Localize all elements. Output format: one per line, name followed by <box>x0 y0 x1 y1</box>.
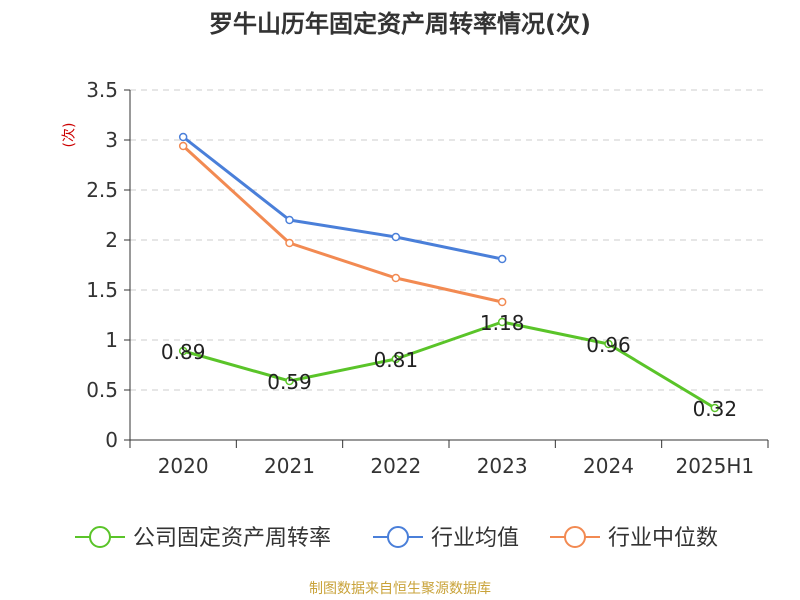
chart-title: 罗牛山历年固定资产周转率情况(次) <box>209 10 591 38</box>
x-tick-label: 2023 <box>477 454 528 478</box>
data-label: 0.59 <box>267 370 312 394</box>
legend-industry-average-label: 行业均值 <box>431 526 519 551</box>
data-label: 1.18 <box>480 311 525 335</box>
series-industry-average-point <box>391 232 401 242</box>
y-tick-label: 2 <box>105 228 118 252</box>
data-label: 0.81 <box>374 348 419 372</box>
legend-industry-median-label: 行业中位数 <box>608 526 718 551</box>
source-footer: 制图数据来自恒生聚源数据库 <box>309 581 491 597</box>
series-industry-median-point <box>497 297 507 307</box>
y-tick-label: 0.5 <box>86 378 118 402</box>
series-industry-median-point <box>285 238 294 248</box>
y-tick-label: 3 <box>105 128 118 152</box>
legend-company-marker <box>89 526 111 548</box>
series-industry-average-line <box>182 135 503 261</box>
series-industry-average-point <box>178 132 188 142</box>
y-tick-label: 2.5 <box>86 178 118 202</box>
y-tick-label: 3.5 <box>86 78 118 102</box>
x-tick-label: 2022 <box>370 454 421 478</box>
series-company-point <box>178 346 188 356</box>
legend-company-label: 公司固定资产周转率 <box>133 526 331 551</box>
x-tick-label: 2020 <box>158 454 209 478</box>
series-industry-median-point <box>391 273 401 283</box>
series-industry-average-point <box>497 254 507 264</box>
series-company-point <box>604 339 613 349</box>
series-company-point <box>391 354 401 364</box>
x-tick-label: 2025H1 <box>675 454 754 478</box>
legend-industry-median-marker <box>564 526 586 548</box>
legend-industry-average-marker <box>387 526 409 548</box>
data-label: 0.32 <box>693 397 738 421</box>
series-industry-median-line <box>182 144 503 304</box>
data-label: 0.96 <box>586 333 631 357</box>
x-tick-label: 2021 <box>264 454 315 478</box>
y-tick-label: 1 <box>105 328 118 352</box>
series-industry-median-point <box>178 141 188 151</box>
series-company-point <box>710 403 720 413</box>
y-tick-label: 0 <box>105 428 118 452</box>
x-tick-label: 2024 <box>583 454 634 478</box>
y-tick-label: 1.5 <box>86 278 118 302</box>
series-company-line <box>182 320 716 410</box>
series-industry-average-point <box>285 215 294 225</box>
series-company-point <box>497 317 507 327</box>
series-company-point <box>285 376 294 386</box>
data-label: 0.89 <box>161 340 206 364</box>
